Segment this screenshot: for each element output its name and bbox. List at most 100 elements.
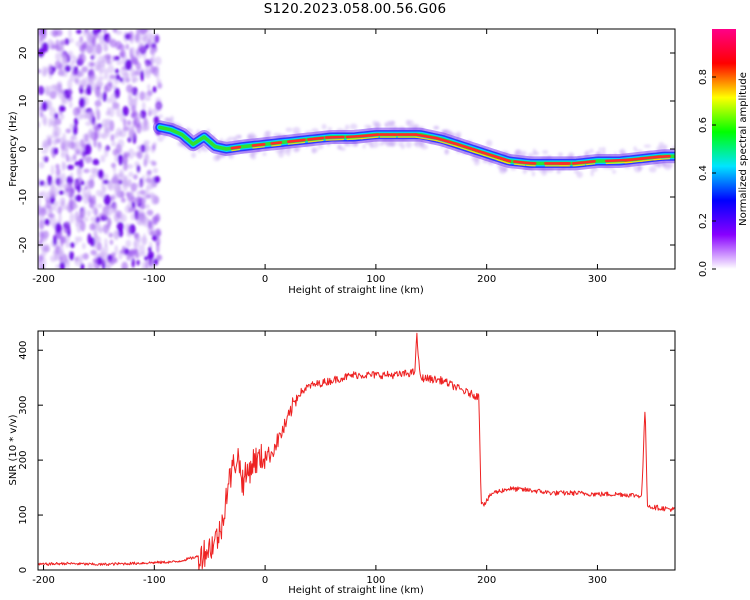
ridge-halo-blob (601, 146, 606, 153)
colorbar-ticks: 0.0 0.2 0.4 0.6 0.8 (698, 69, 716, 277)
snr-ytick-label: 300 (18, 396, 29, 415)
ridge-halo-blob (292, 146, 300, 153)
noise-blob (91, 37, 96, 47)
noise-blob (59, 262, 66, 269)
ridge-halo-blob (557, 152, 564, 158)
noise-blob (59, 255, 63, 263)
noise-blob (65, 187, 70, 193)
ridge-halo-blob (191, 152, 197, 158)
noise-blob (126, 84, 133, 93)
ridge-peak-edge (360, 136, 379, 140)
noise-blob (50, 184, 55, 195)
noise-blob (126, 120, 132, 126)
noise-blob (134, 199, 141, 206)
noise-blob (47, 63, 53, 73)
noise-blob (74, 255, 82, 267)
noise-blob (103, 68, 109, 80)
noise-blob (130, 213, 136, 221)
noise-blob (75, 194, 83, 202)
noise-blob (39, 232, 44, 243)
noise-blob (144, 152, 150, 160)
noise-blob (124, 71, 129, 80)
noise-blob (100, 154, 106, 163)
snr-ytick-label: 100 (18, 506, 29, 525)
noise-blob (144, 95, 152, 102)
ridge-halo-blob (638, 165, 642, 172)
noise-blob (119, 77, 124, 83)
noise-blob (47, 117, 52, 128)
noise-blob (98, 75, 105, 81)
noise-blob (147, 169, 152, 175)
noise-blob (40, 207, 46, 217)
ridge-halo-blob (643, 144, 652, 148)
noise-blob (60, 39, 68, 46)
noise-blob (38, 121, 41, 129)
noise-blob (131, 55, 138, 65)
colorbar: 0.0 0.2 0.4 0.6 0.8 Normalized spectral ampl… (698, 29, 749, 277)
noise-blob (81, 77, 86, 88)
noise-blob (124, 59, 133, 71)
noise-blob (89, 67, 95, 77)
ridge-peak (251, 142, 266, 147)
noise-blob (58, 249, 65, 259)
noise-blob (90, 249, 97, 256)
noise-blob (103, 44, 109, 52)
ridge-halo-blob (227, 136, 236, 141)
noise-blob (85, 156, 90, 164)
noise-blob (102, 91, 107, 102)
noise-blob (73, 117, 79, 126)
ridge-halo-blob (339, 147, 346, 151)
snr-series-line (38, 332, 675, 570)
noise-blob (118, 228, 124, 238)
noise-blob (120, 49, 126, 58)
noise-blob (122, 151, 130, 158)
noise-blob (93, 125, 99, 132)
noise-blob (89, 61, 95, 67)
noise-blob (73, 181, 80, 187)
noise-blob (79, 220, 86, 232)
ridge-halo-blob (542, 149, 549, 155)
noise-blob (55, 200, 59, 207)
noise-blob (97, 144, 103, 149)
noise-blob (85, 191, 89, 200)
ridge-halo-blob (349, 123, 358, 130)
noise-blob (127, 148, 135, 160)
spectrogram-xtick-label: 100 (366, 274, 385, 285)
noise-blob (69, 123, 75, 130)
noise-blob (123, 175, 129, 184)
noise-blob (98, 60, 106, 68)
noise-blob (128, 178, 132, 188)
noise-blob (62, 139, 70, 148)
noise-blob (110, 134, 115, 142)
noise-blob (110, 194, 115, 202)
ridge-halo-blob (648, 166, 657, 173)
noise-blob (88, 183, 92, 190)
noise-blob (55, 29, 63, 37)
ridge-halo-blob (363, 124, 372, 129)
ridge-halo-blob (384, 123, 389, 128)
noise-blob (92, 167, 100, 178)
noise-blob (74, 140, 81, 152)
noise-blob (112, 101, 118, 110)
noise-blob (105, 110, 111, 116)
noise-blob (103, 213, 107, 220)
ridge-peak-edge (496, 158, 509, 164)
ridge-halo-blob (311, 147, 316, 154)
ridge-halo-blob (533, 151, 540, 156)
noise-blob (86, 38, 92, 48)
noise-blob (133, 174, 138, 180)
noise-blob (131, 201, 135, 209)
ridge-halo-blob (612, 169, 617, 174)
noise-blob (118, 130, 123, 137)
noise-blob (156, 230, 162, 237)
snr-xtick-label: 0 (262, 575, 268, 586)
noise-blob (119, 249, 126, 255)
ridge-halo-blob (531, 171, 536, 177)
noise-blob (128, 171, 134, 178)
noise-blob (122, 126, 130, 132)
ridge-halo-blob (444, 149, 449, 154)
noise-blob (43, 116, 47, 127)
ridge-peak (571, 161, 586, 165)
spectrogram-noise-blobs (38, 29, 163, 269)
noise-blob (96, 242, 102, 251)
